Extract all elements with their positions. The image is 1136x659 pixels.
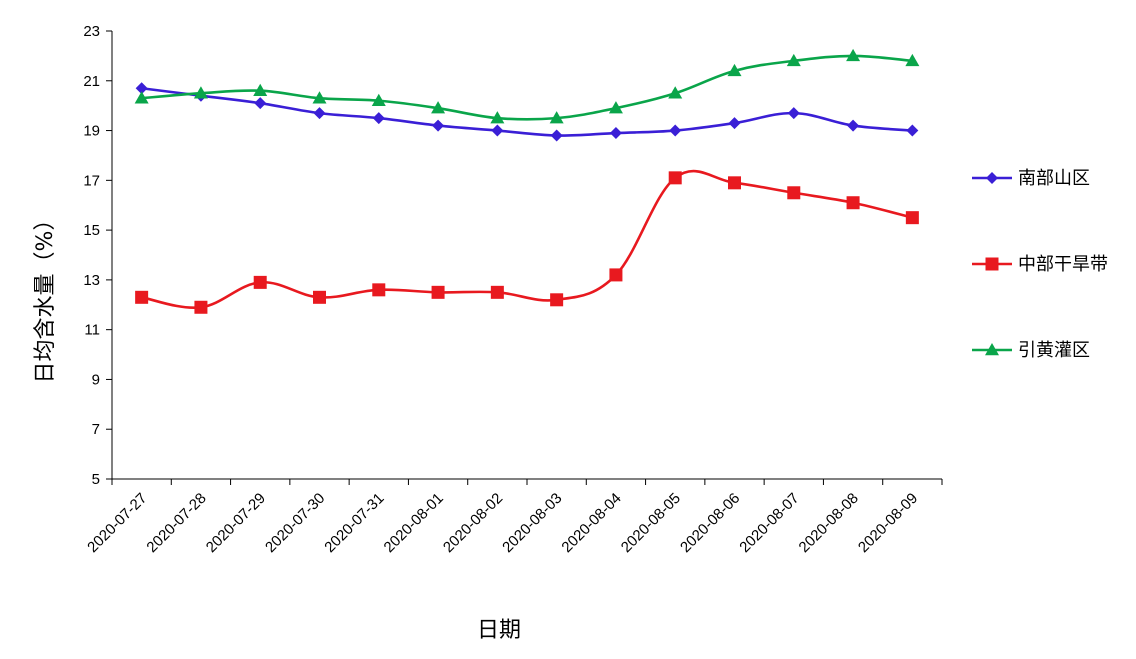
data-point (371, 93, 386, 106)
x-axis-title: 日期 (477, 618, 521, 643)
y-tick-label: 21 (83, 73, 100, 90)
y-axis-title: 日均含水量（%） (33, 209, 58, 384)
data-point (134, 91, 149, 104)
data-point (313, 290, 326, 304)
y-tick-label: 7 (92, 421, 100, 438)
data-point (787, 107, 800, 120)
data-point (728, 117, 741, 130)
data-point (491, 124, 504, 137)
data-point (193, 86, 208, 99)
data-point (669, 124, 682, 137)
legend-label: 南部山区 (1018, 168, 1090, 189)
x-tick-label: 2020-08-01 (381, 490, 447, 556)
y-tick-label: 23 (83, 23, 100, 40)
data-point (905, 53, 920, 67)
legend-item: 中部干旱带 (972, 254, 1108, 275)
legend-item: 南部山区 (972, 168, 1090, 189)
x-tick-label: 2020-07-31 (321, 490, 387, 556)
x-tick-label: 2020-07-28 (143, 490, 209, 556)
data-point (490, 285, 504, 299)
x-tick-label: 2020-08-08 (796, 490, 862, 556)
legend-item: 引黄灌区 (972, 340, 1090, 361)
data-point (786, 53, 801, 67)
x-axis-ticks: 2020-07-272020-07-282020-07-292020-07-30… (84, 479, 943, 556)
data-point (312, 91, 327, 104)
data-point (846, 196, 860, 210)
data-point (313, 107, 326, 120)
legend-marker (985, 257, 999, 271)
data-point (550, 129, 563, 142)
x-tick-label: 2020-08-09 (855, 490, 921, 556)
series-square (135, 169, 919, 314)
y-tick-label: 17 (83, 172, 100, 189)
y-tick-label: 5 (92, 471, 100, 488)
data-point (253, 83, 268, 96)
data-point (253, 275, 267, 289)
x-tick-label: 2020-08-04 (558, 490, 624, 556)
y-tick-label: 11 (84, 322, 100, 339)
series-triangle (134, 48, 920, 124)
data-point (608, 101, 623, 114)
y-tick-label: 19 (83, 123, 100, 140)
data-point (609, 268, 623, 282)
x-tick-label: 2020-07-30 (262, 490, 328, 556)
data-point (728, 176, 741, 190)
data-point (609, 127, 622, 140)
data-point (727, 63, 742, 77)
x-tick-label: 2020-08-06 (677, 490, 743, 556)
x-tick-label: 2020-08-07 (736, 490, 802, 556)
legend-label: 中部干旱带 (1018, 254, 1108, 275)
x-tick-label: 2020-08-03 (499, 490, 565, 556)
legend-marker (986, 172, 998, 184)
data-point (254, 97, 267, 110)
x-tick-label: 2020-08-02 (440, 490, 506, 556)
data-point (668, 86, 683, 99)
series-group (134, 48, 920, 314)
y-axis-ticks: 5 7 9 11 13 15 17 19 21 23 (83, 23, 112, 488)
data-point (905, 211, 919, 225)
data-point (550, 293, 564, 307)
data-point (549, 111, 564, 124)
series-line (141, 54, 913, 121)
legend-marker (985, 343, 999, 356)
data-point (372, 112, 385, 125)
data-point (847, 119, 860, 132)
y-tick-label: 9 (92, 371, 100, 388)
data-point (846, 48, 861, 62)
data-point (135, 290, 149, 304)
x-tick-label: 2020-07-27 (84, 490, 150, 556)
data-point (490, 111, 505, 124)
legend-label: 引黄灌区 (1018, 340, 1090, 361)
x-tick-label: 2020-07-29 (203, 490, 269, 556)
data-point (431, 101, 446, 114)
y-tick-label: 13 (83, 272, 100, 289)
data-point (194, 300, 208, 314)
y-tick-label: 15 (83, 222, 100, 239)
data-point (135, 82, 148, 95)
data-point (372, 283, 386, 297)
data-point (906, 124, 919, 137)
data-point (431, 285, 445, 299)
x-tick-label: 2020-08-05 (618, 490, 684, 556)
data-point (787, 186, 801, 200)
data-point (668, 171, 682, 185)
data-point (432, 119, 445, 132)
